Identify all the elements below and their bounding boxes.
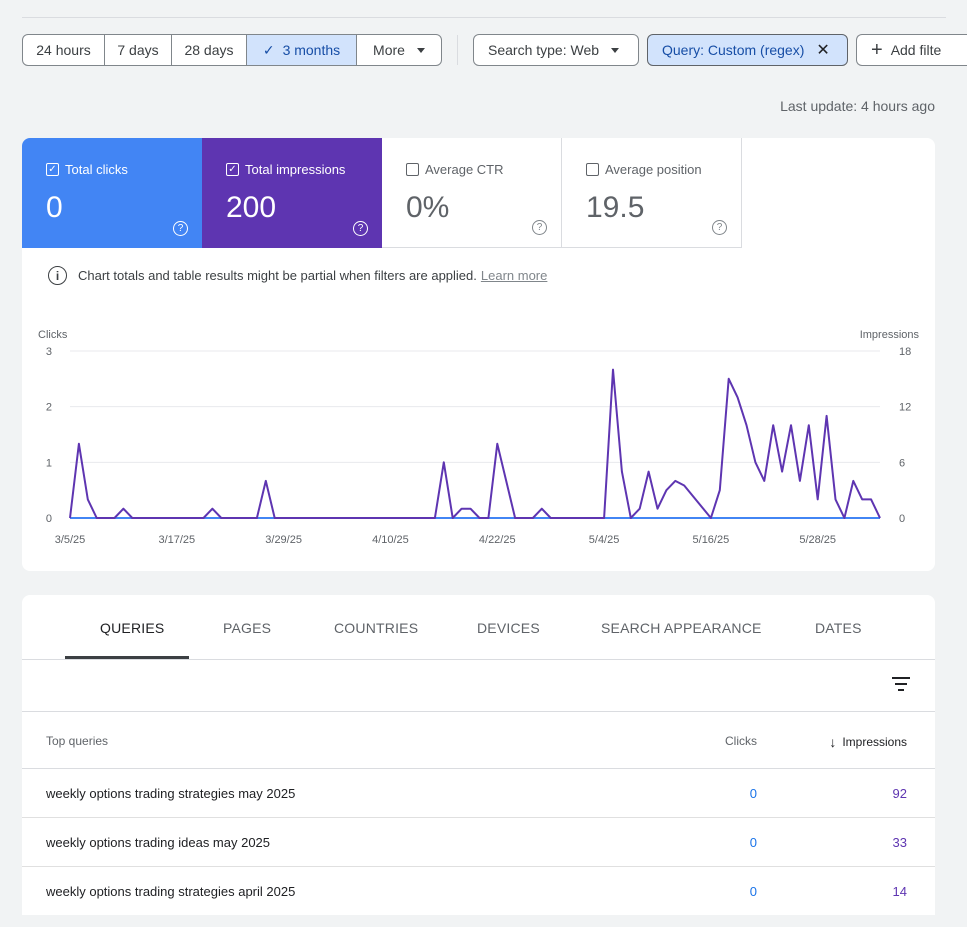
- left-tick-label: 3: [46, 346, 52, 358]
- average-ctr-value: 0%: [406, 191, 450, 224]
- x-tick-label: 4/22/25: [479, 534, 516, 546]
- right-tick-label: 18: [899, 346, 911, 358]
- average-ctr-card[interactable]: Average CTR 0% ?: [382, 138, 562, 248]
- tab-pages[interactable]: PAGES: [223, 620, 272, 636]
- column-header-clicks[interactable]: Clicks: [725, 734, 757, 748]
- query-cell: weekly options trading strategies may 20…: [46, 786, 296, 801]
- close-icon[interactable]: ✕: [816, 42, 830, 59]
- performance-card: ✓ Total clicks 0 ? ✓ Total impressions 200…: [22, 138, 935, 571]
- impressions-cell: 33: [892, 835, 907, 850]
- total-clicks-value: 0: [46, 191, 63, 224]
- x-tick-label: 4/10/25: [372, 534, 409, 546]
- average-position-value: 19.5: [586, 191, 645, 224]
- help-icon[interactable]: ?: [532, 220, 547, 235]
- plus-icon: +: [871, 39, 883, 61]
- checkbox-unchecked-icon[interactable]: [586, 163, 599, 176]
- top-divider: [22, 17, 946, 18]
- query-cell: weekly options trading strategies april …: [46, 884, 296, 899]
- average-position-card[interactable]: Average position 19.5 ?: [562, 138, 742, 248]
- date-filter-28-days[interactable]: 28 days: [172, 35, 247, 65]
- left-axis-label: Clicks: [38, 329, 68, 341]
- checkbox-checked-icon[interactable]: ✓: [46, 163, 59, 176]
- x-tick-label: 3/17/25: [158, 534, 195, 546]
- check-icon: ✓: [262, 41, 275, 58]
- total-impressions-value: 200: [226, 191, 277, 224]
- date-range-selector: 24 hours 7 days 28 days ✓ 3 months More: [22, 34, 442, 66]
- x-tick-label: 5/16/25: [693, 534, 730, 546]
- clicks-cell: 0: [749, 884, 757, 899]
- checkbox-unchecked-icon[interactable]: [406, 163, 419, 176]
- date-filter-24-hours[interactable]: 24 hours: [23, 35, 105, 65]
- filter-rows-icon[interactable]: [889, 675, 913, 693]
- table-row[interactable]: weekly options trading strategies may 20…: [22, 769, 935, 818]
- tab-queries[interactable]: QUERIES: [100, 620, 165, 636]
- tab-search-appearance[interactable]: SEARCH APPEARANCE: [601, 620, 762, 636]
- help-icon[interactable]: ?: [173, 221, 188, 236]
- tab-dates[interactable]: DATES: [815, 620, 862, 636]
- date-filter-7-days[interactable]: 7 days: [105, 35, 172, 65]
- right-axis-label: Impressions: [860, 329, 920, 341]
- info-icon: i: [48, 266, 67, 285]
- right-tick-label: 12: [899, 402, 911, 414]
- table-row[interactable]: weekly options trading strategies april …: [22, 867, 935, 915]
- report-table-card: QUERIES PAGES COUNTRIES DEVICES SEARCH A…: [22, 595, 935, 915]
- column-header-impressions[interactable]: ↓ Impressions: [829, 734, 907, 750]
- x-tick-label: 3/29/25: [265, 534, 302, 546]
- total-clicks-card[interactable]: ✓ Total clicks 0 ?: [22, 138, 202, 248]
- impressions-series-line: [69, 368, 881, 519]
- last-update-text: Last update: 4 hours ago: [780, 98, 935, 114]
- x-tick-label: 3/5/25: [55, 534, 86, 546]
- partial-results-notice: i Chart totals and table results might b…: [48, 266, 547, 285]
- active-tab-indicator: [65, 656, 189, 659]
- learn-more-link[interactable]: Learn more: [480, 268, 548, 283]
- impressions-cell: 14: [892, 884, 907, 899]
- date-filter-3-months[interactable]: ✓ 3 months: [247, 35, 357, 65]
- search-type-filter[interactable]: Search type: Web: [473, 34, 639, 66]
- left-tick-label: 2: [46, 402, 52, 414]
- add-filter-button[interactable]: + Add filte: [856, 34, 967, 66]
- total-impressions-card[interactable]: ✓ Total impressions 200 ?: [202, 138, 382, 248]
- tab-devices[interactable]: DEVICES: [477, 620, 540, 636]
- clicks-cell: 0: [749, 786, 757, 801]
- right-tick-label: 6: [899, 457, 905, 469]
- sort-down-arrow-icon: ↓: [829, 734, 837, 750]
- column-header-query: Top queries: [46, 734, 109, 748]
- table-header: Top queries Clicks ↓ Impressions: [22, 711, 935, 769]
- dimension-tabs: QUERIES PAGES COUNTRIES DEVICES SEARCH A…: [22, 595, 935, 660]
- tab-countries[interactable]: COUNTRIES: [334, 620, 419, 636]
- left-tick-label: 1: [46, 457, 52, 469]
- help-icon[interactable]: ?: [712, 220, 727, 235]
- left-tick-label: 0: [46, 513, 52, 525]
- date-filter-more[interactable]: More: [357, 35, 441, 65]
- right-tick-label: 0: [899, 513, 905, 525]
- caret-down-icon: [416, 47, 425, 53]
- filter-divider: [457, 35, 458, 65]
- checkbox-checked-icon[interactable]: ✓: [226, 163, 239, 176]
- table-row[interactable]: weekly options trading ideas may 2025 0 …: [22, 818, 935, 867]
- impressions-cell: 92: [892, 786, 907, 801]
- query-cell: weekly options trading ideas may 2025: [46, 835, 271, 850]
- help-icon[interactable]: ?: [353, 221, 368, 236]
- x-tick-label: 5/28/25: [799, 534, 836, 546]
- x-tick-label: 5/4/25: [589, 534, 620, 546]
- query-filter-chip[interactable]: Query: Custom (regex) ✕: [647, 34, 848, 66]
- clicks-cell: 0: [749, 835, 757, 850]
- caret-down-icon: [611, 47, 620, 53]
